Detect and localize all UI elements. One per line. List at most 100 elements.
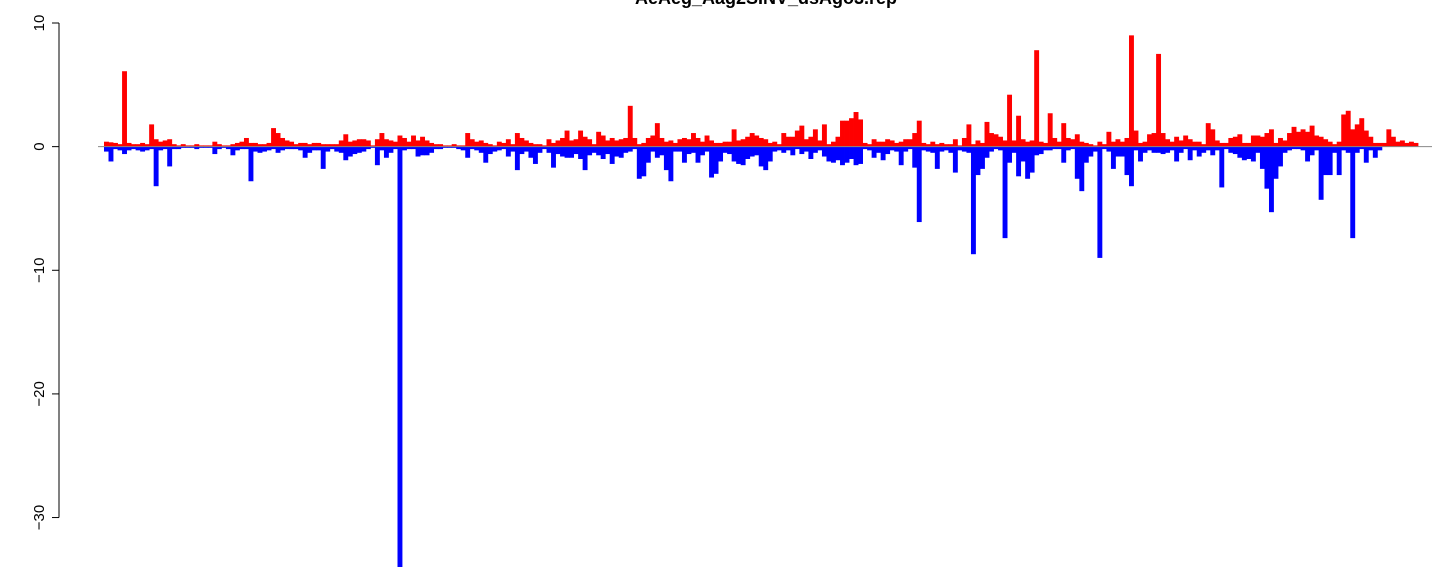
negative-bar [325,146,331,152]
positive-bar [1237,134,1243,147]
positive-bar [659,137,665,147]
negative-bar [948,146,954,153]
negative-bar [501,146,507,150]
positive-bar [952,139,958,147]
positive-bar [338,140,344,147]
negative-bar [817,146,823,151]
positive-bar [1065,137,1071,147]
positive-bar [542,145,547,147]
negative-bar [636,146,642,179]
negative-bar [1020,146,1026,162]
negative-bar [668,146,674,182]
negative-bar [970,146,976,255]
positive-bar [812,129,818,147]
positive-bar [745,136,751,147]
negative-bar [465,146,471,158]
positive-bar [298,142,304,147]
positive-bar [289,141,295,147]
negative-bar [1228,146,1234,153]
positive-bar [1278,137,1283,147]
positive-bar [817,140,823,147]
positive-bar [1156,53,1162,147]
negative-bar [392,146,398,150]
positive-bar [1133,130,1139,147]
positive-bar [681,137,687,147]
positive-bar [1296,131,1301,147]
positive-bar [537,144,543,147]
positive-bar [993,134,999,147]
negative-bar [1029,146,1035,173]
negative-bar [691,146,696,153]
negative-bar [912,146,918,168]
positive-bar [1341,114,1347,147]
negative-bar [1372,146,1378,158]
negative-bar [1016,146,1022,177]
positive-bar [939,142,945,147]
positive-bar [889,140,895,147]
positive-bar [591,144,597,147]
negative-bar [1314,146,1320,151]
positive-bar [225,145,231,147]
positive-bar [700,141,705,147]
positive-bar [257,144,263,147]
positive-bar [203,145,209,147]
negative-bar [352,146,358,155]
negative-bar [1255,146,1261,153]
positive-bar [1106,131,1112,147]
positive-bar [587,139,593,147]
positive-bar [903,139,909,147]
negative-bar [998,146,1003,151]
negative-bar [1101,146,1107,150]
negative-bar [415,146,421,157]
positive-bar [230,144,236,147]
negative-bar [429,146,435,153]
positive-bar [447,145,453,147]
negative-bar [596,146,602,156]
positive-bar [921,142,927,147]
positive-bar [131,144,137,147]
negative-bar [614,146,620,157]
positive-bar [1282,140,1288,147]
negative-bar [1002,146,1008,239]
positive-bar [284,140,290,147]
negative-bar [162,146,168,150]
negative-bar [835,146,841,161]
negative-bar [1223,146,1229,150]
positive-bar [185,145,191,147]
negative-bar [609,146,615,164]
positive-bar [894,142,900,147]
negative-bar [284,146,290,150]
negative-bar [1147,146,1152,151]
positive-bar [1147,134,1152,147]
negative-bar [740,146,746,166]
positive-bar [1377,142,1383,147]
negative-bar [569,146,575,158]
negative-bar [672,146,678,152]
negative-bar [1038,146,1044,155]
negative-bar [131,146,137,150]
negative-bar [1133,146,1139,151]
positive-bar [352,140,358,147]
positive-bar [402,137,407,147]
negative-bar [1219,146,1225,188]
positive-bar [1178,140,1184,147]
positive-bar [1291,126,1297,147]
positive-bar [325,144,331,147]
positive-bar [1255,135,1261,147]
negative-bar [1083,146,1089,163]
negative-bar [1183,146,1189,150]
negative-bar [1070,146,1076,150]
positive-bar [718,142,724,147]
positive-bar [478,140,484,147]
positive-bar [632,137,638,147]
negative-bar [1210,146,1216,156]
positive-bar [465,133,471,147]
positive-bar [433,144,439,147]
negative-bar [704,146,710,152]
positive-bar [117,144,123,147]
positive-bar [668,140,674,147]
positive-bar [302,142,308,147]
positive-bar [862,142,868,147]
positive-bar [1034,50,1040,147]
positive-bar [1327,141,1333,147]
